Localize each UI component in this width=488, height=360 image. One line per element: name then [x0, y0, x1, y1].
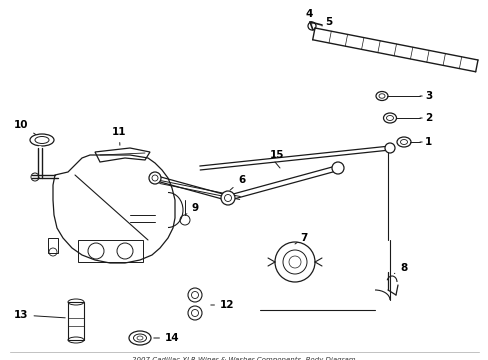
Text: 10: 10 [14, 120, 36, 135]
Text: 11: 11 [112, 127, 126, 145]
Text: 6: 6 [230, 175, 245, 190]
Circle shape [149, 172, 161, 184]
Text: 2: 2 [419, 113, 431, 123]
Circle shape [331, 162, 343, 174]
Circle shape [221, 191, 235, 205]
Text: 9: 9 [184, 203, 199, 215]
Circle shape [224, 194, 231, 202]
Text: 1: 1 [419, 137, 431, 147]
Text: 12: 12 [210, 300, 234, 310]
Text: 5: 5 [321, 17, 331, 27]
Circle shape [384, 143, 394, 153]
Text: 14: 14 [153, 333, 179, 343]
Circle shape [152, 175, 158, 181]
Text: 3: 3 [419, 91, 431, 101]
Bar [48, 238, 58, 253]
Text: 2007 Cadillac XLR Wiper & Washer Components, Body Diagram: 2007 Cadillac XLR Wiper & Washer Compone… [132, 357, 355, 360]
Text: 4: 4 [305, 9, 313, 24]
Bar [78, 240, 142, 262]
Text: 13: 13 [14, 310, 65, 320]
Text: 8: 8 [394, 263, 407, 274]
Text: 7: 7 [294, 233, 307, 244]
Bar [68, 302, 84, 340]
Text: 15: 15 [269, 150, 284, 160]
